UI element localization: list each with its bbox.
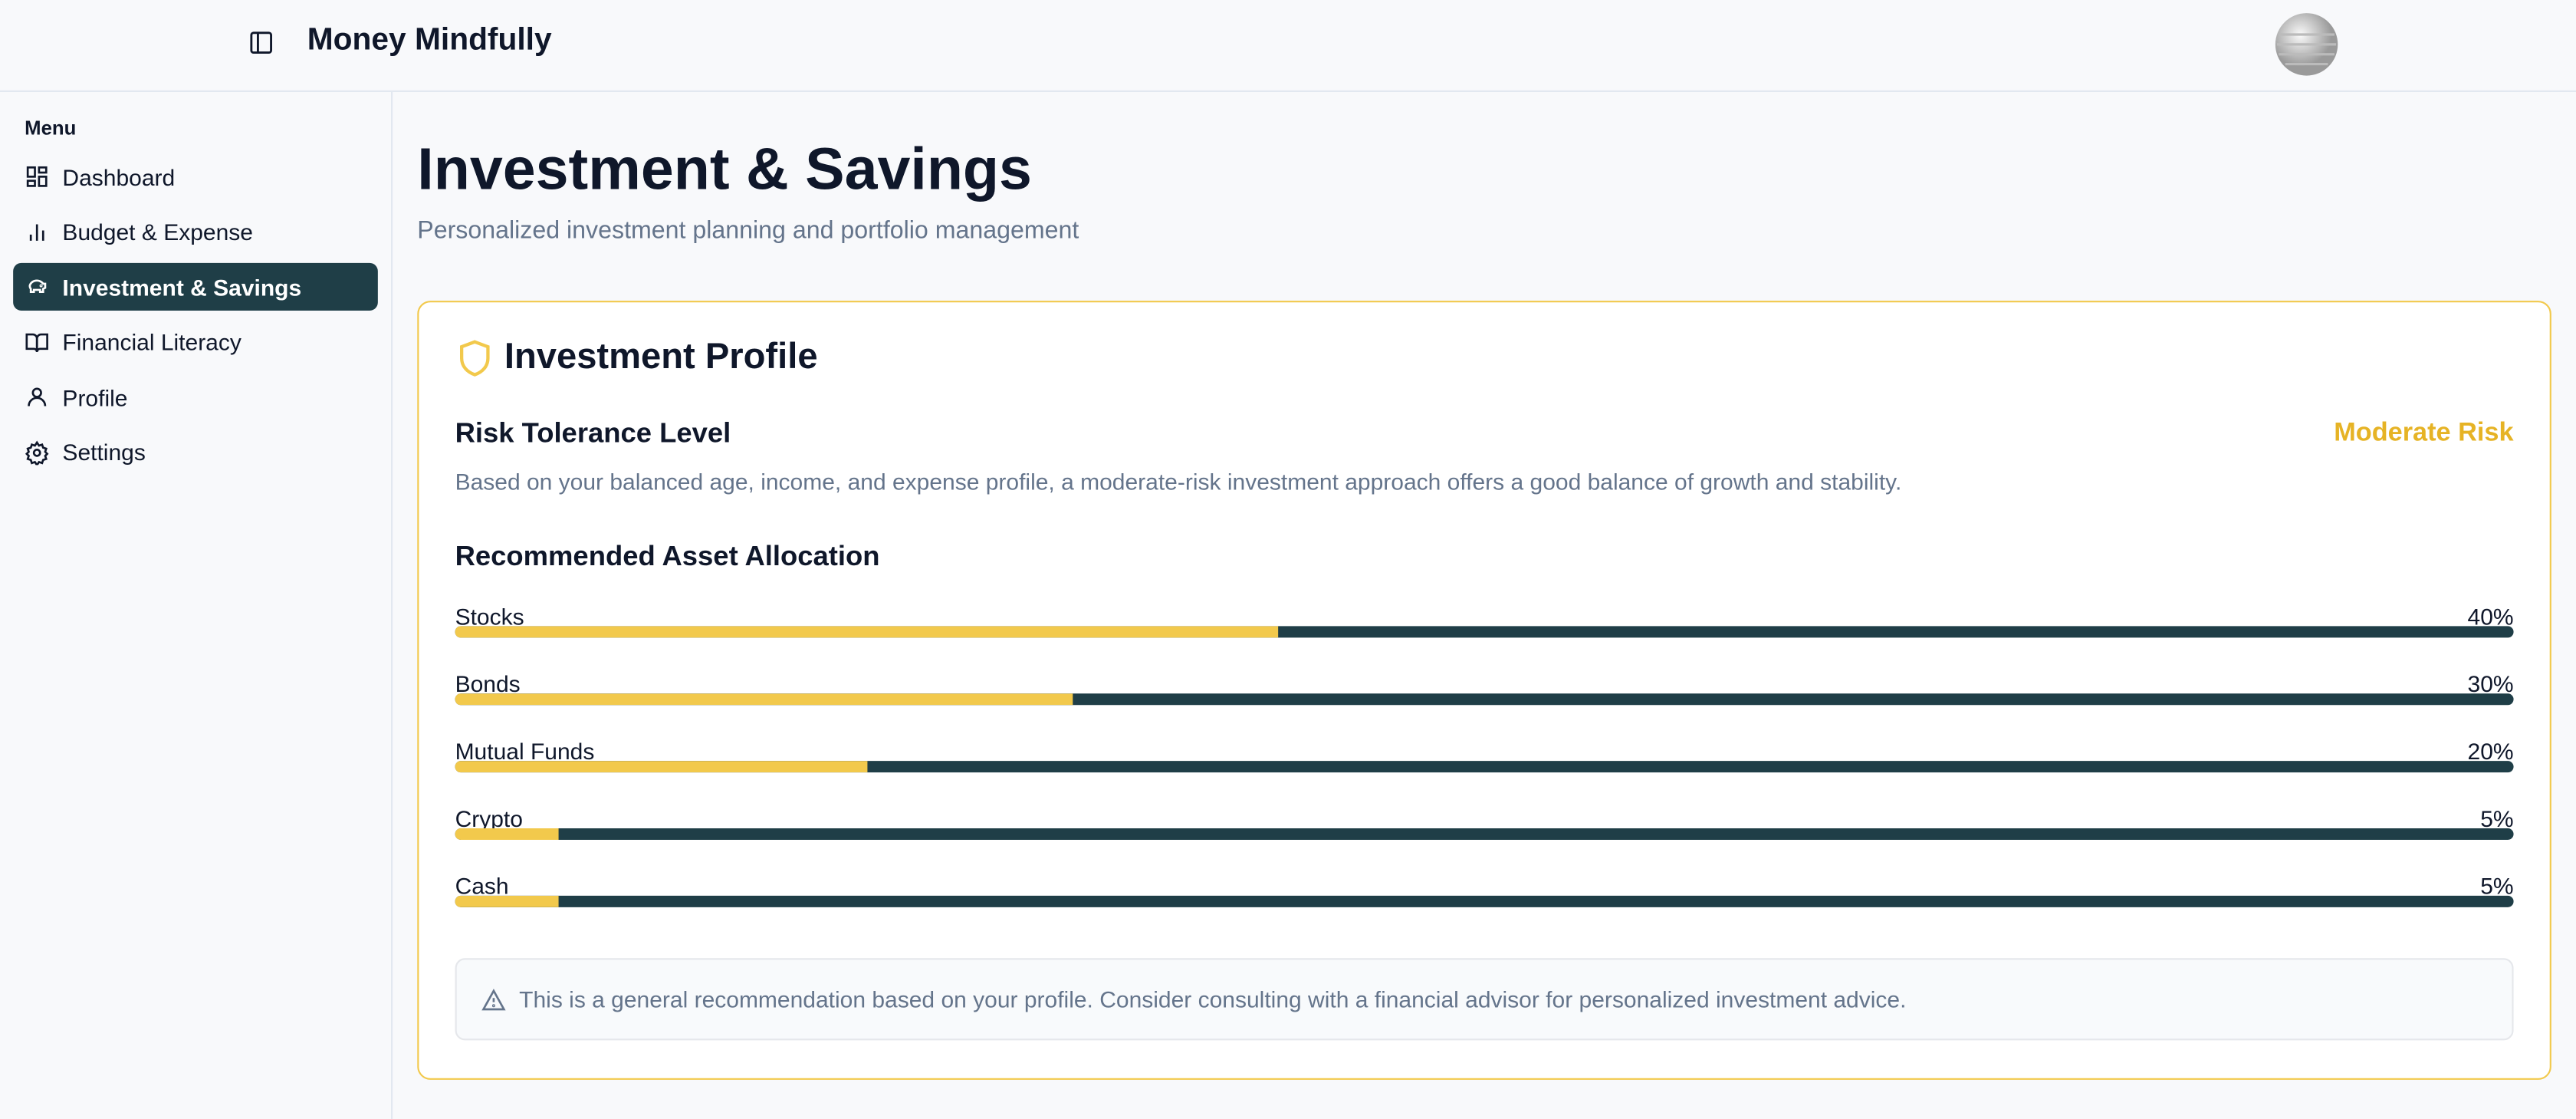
risk-level: Moderate Risk [2334, 419, 2514, 447]
menu-label: Investment & Savings [62, 273, 302, 301]
asset-percent: 5% [2480, 872, 2514, 900]
menu-icon [25, 332, 48, 352]
progress-track [455, 828, 2514, 840]
menu-label: Financial Literacy [62, 328, 242, 355]
asset-name: Stocks [455, 603, 524, 630]
allocation-label-row: Bonds 30% [455, 670, 2514, 696]
sidebar: Menu Dashboard Budget & Expense Investment… [0, 92, 393, 1119]
allocation-label-row: Stocks 40% [455, 603, 2514, 629]
allocation-row: Crypto 5% [455, 805, 2514, 840]
progress-track [455, 761, 2514, 773]
menu-item[interactable]: Financial Literacy [13, 318, 378, 366]
menu-item[interactable]: Settings [13, 428, 378, 476]
page-subtitle: Personalized investment planning and por… [417, 216, 1079, 245]
asset-name: Bonds [455, 670, 521, 697]
asset-percent: 40% [2467, 603, 2514, 630]
allocation-label-row: Mutual Funds 20% [455, 738, 2514, 764]
note-text: This is a general recommendation based o… [519, 986, 1907, 1012]
menu-item[interactable]: Dashboard [13, 153, 378, 200]
menu-item[interactable]: Profile [13, 373, 378, 420]
asset-percent: 30% [2467, 670, 2514, 697]
allocation-row: Stocks 40% [455, 603, 2514, 638]
asset-name: Mutual Funds [455, 738, 595, 765]
menu-icon [26, 166, 48, 187]
menu-icon [29, 223, 44, 240]
menu-label: Profile [62, 383, 128, 410]
warning-icon [481, 988, 506, 1010]
menu-item[interactable]: Investment & Savings [13, 262, 378, 311]
card-title: Investment Profile [504, 335, 818, 377]
sidebar-toggle[interactable] [248, 30, 274, 56]
asset-name: Crypto [455, 805, 523, 832]
progress-fill [455, 895, 558, 907]
allocation-row: Cash 5% [455, 873, 2514, 907]
page-title: Investment & Savings [417, 134, 1032, 202]
menu-label: Settings [62, 439, 146, 466]
avatar[interactable] [2274, 12, 2340, 77]
menu-item[interactable]: Budget & Expense [13, 208, 378, 255]
allocation-heading: Recommended Asset Allocation [455, 541, 880, 572]
profile-card: Investment Profile Risk Tolerance Level … [417, 301, 2551, 1080]
shield-icon [459, 340, 490, 377]
progress-fill [455, 626, 1279, 638]
asset-name: Cash [455, 872, 509, 900]
note-box: This is a general recommendation based o… [455, 958, 2514, 1041]
progress-track [455, 626, 2514, 638]
allocation-label-row: Crypto 5% [455, 805, 2514, 831]
menu-icon [25, 439, 49, 465]
risk-heading: Risk Tolerance Level [455, 417, 731, 449]
menu-icon [28, 279, 47, 293]
progress-fill [455, 761, 867, 773]
progress-track [455, 895, 2514, 907]
progress-track [455, 693, 2514, 706]
asset-percent: 20% [2467, 738, 2514, 765]
allocation-row: Mutual Funds 20% [455, 738, 2514, 773]
progress-fill [455, 693, 1073, 706]
menu-label: Dashboard [62, 163, 176, 190]
allocation-label-row: Cash 5% [455, 873, 2514, 899]
risk-description: Based on your balanced age, income, and … [455, 468, 1902, 495]
menu-label: Budget & Expense [62, 219, 253, 245]
header: Money Mindfully [0, 0, 2576, 92]
app-name: Money Mindfully [307, 23, 552, 58]
menu-label: Menu [25, 117, 77, 140]
asset-percent: 5% [2480, 805, 2514, 832]
menu-icon [28, 387, 47, 406]
allocation-row: Bonds 30% [455, 670, 2514, 706]
progress-fill [455, 828, 558, 840]
